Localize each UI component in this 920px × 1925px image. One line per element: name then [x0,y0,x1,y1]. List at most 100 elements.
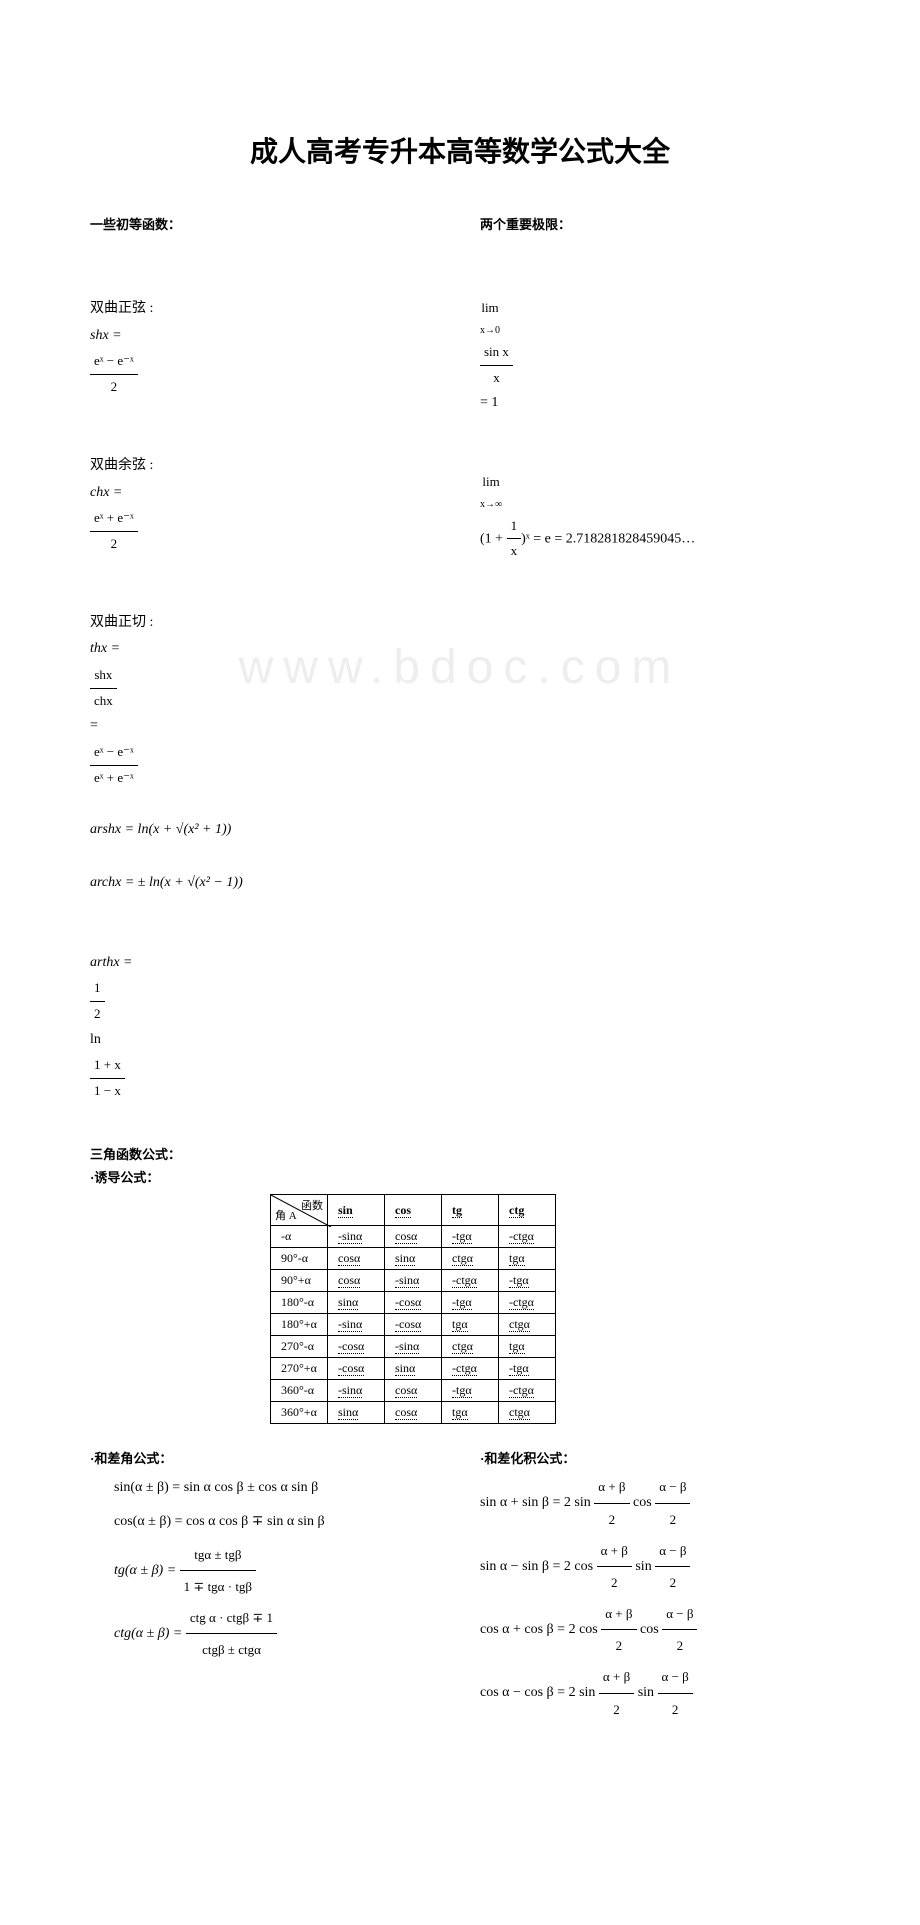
table-row: 90°-αcosαsinαctgαtgα [271,1248,556,1270]
sum-l4-den: ctgβ ± ctgα [186,1634,277,1665]
angle-cell: 90°+α [271,1270,328,1292]
table-row: 360°-α-sinαcosα-tgα-ctgα [271,1380,556,1402]
sum-l3-num: tgα ± tgβ [180,1539,256,1571]
lim2-tail: )ˣ = e = 2.718281828459045… [521,531,695,546]
value-cell: -tgα [442,1226,499,1248]
r2-f2n: α − β [655,1535,690,1567]
r3-f2d: 2 [662,1630,697,1661]
col-cos: cos [385,1195,442,1226]
value-cell: sinα [385,1248,442,1270]
value-cell: -sinα [328,1380,385,1402]
r4-sin: sin [638,1685,654,1700]
ch-label: 双曲余弦 : [90,458,153,473]
value-cell: tgα [442,1402,499,1424]
ch-num: eˣ + e⁻ˣ [90,506,138,532]
value-cell: cosα [328,1248,385,1270]
value-cell: -cosα [385,1292,442,1314]
page-title: 成人高考专升本高等数学公式大全 [90,130,830,170]
value-cell: cosα [385,1402,442,1424]
table-row: 90°+αcosα-sinα-ctgα-tgα [271,1270,556,1292]
lim2-num: 1 [507,514,522,540]
value-cell: ctgα [442,1248,499,1270]
sh-num: eˣ − e⁻ˣ [90,349,138,375]
sum-formulas: sin(α ± β) = sin α cos β ± cos α sin β c… [90,1471,440,1665]
value-cell: -ctgα [442,1270,499,1292]
arth-num: 1 + x [90,1053,125,1079]
value-cell: -sinα [328,1226,385,1248]
lim2-top: lim [480,470,502,495]
heading-limits: 两个重要极限： [480,214,830,233]
sum-l4-lhs: ctg(α ± β) = [114,1626,182,1641]
th-den1: chx [90,689,117,714]
r1-cos: cos [633,1495,652,1510]
arth-den: 1 − x [90,1079,125,1104]
value-cell: -sinα [385,1336,442,1358]
lim2-sub: x→∞ [480,495,502,514]
th-den2: eˣ + e⁻ˣ [90,766,138,791]
value-cell: tgα [499,1336,556,1358]
lim2-body: (1 + [480,531,507,546]
r2-sin: sin [635,1559,651,1574]
value-cell: -tgα [499,1270,556,1292]
value-cell: -cosα [385,1314,442,1336]
heading-induction: ·诱导公式： [90,1167,830,1186]
arth-coef-num: 1 [90,976,105,1002]
value-cell: -sinα [328,1314,385,1336]
col-sin: sin [328,1195,385,1226]
value-cell: cosα [328,1270,385,1292]
sum-l3-lhs: tg(α ± β) = [114,1562,176,1577]
r3-f1d: 2 [601,1630,636,1661]
sh-label: 双曲正弦 : [90,301,153,316]
arsh-formula: arshx = ln(x + √(x² + 1)) [90,817,440,844]
value-cell: -ctgα [499,1380,556,1402]
table-row: 270°-α-cosα-sinαctgαtgα [271,1336,556,1358]
value-cell: sinα [328,1402,385,1424]
th-num1: shx [90,663,117,689]
angle-cell: 360°-α [271,1380,328,1402]
lim1-top: lim [480,296,500,321]
table-row: 180°-αsinα-cosα-tgα-ctgα [271,1292,556,1314]
arth-lhs: arthx = [90,955,133,970]
col-tg: tg [442,1195,499,1226]
angle-cell: 180°+α [271,1314,328,1336]
sum-line2: cos(α ± β) = cos α cos β ∓ sin α sin β [114,1505,440,1539]
th-eq: = [90,718,98,733]
th-num2: eˣ − e⁻ˣ [90,740,138,766]
corner-top: 函数 [301,1197,323,1213]
value-cell: -cosα [328,1358,385,1380]
lim1-sub: x→0 [480,321,500,340]
corner-bot: 角 A [275,1207,297,1223]
th-lhs: thx = [90,641,120,656]
value-cell: ctgα [499,1314,556,1336]
value-cell: -ctgα [442,1358,499,1380]
r1-f1d: 2 [594,1504,629,1535]
lim1-eq: = 1 [480,395,498,410]
value-cell: -ctgα [499,1226,556,1248]
induction-table: 函数 角 A sin cos tg ctg -α-sinαcosα-tgα-ct… [270,1194,556,1424]
r4-f1n: α + β [599,1661,634,1693]
limits-formulas: limx→0 sin xx = 1 limx→∞ (1 + 1x)ˣ = e =… [480,243,830,591]
table-row: 180°+α-sinα-cosαtgαctgα [271,1314,556,1336]
heading-sum: ·和差角公式： [90,1448,440,1467]
table-row: -α-sinαcosα-tgα-ctgα [271,1226,556,1248]
table-corner: 函数 角 A [271,1195,328,1226]
value-cell: -sinα [385,1270,442,1292]
value-cell: -tgα [442,1292,499,1314]
value-cell: -tgα [442,1380,499,1402]
sum-l3-den: 1 ∓ tgα · tgβ [180,1571,256,1602]
angle-cell: 270°+α [271,1358,328,1380]
value-cell: -tgα [499,1358,556,1380]
sh-lhs: shx = [90,328,122,343]
prod-r4-lhs: cos α − cos β = 2 sin [480,1685,595,1700]
angle-cell: -α [271,1226,328,1248]
value-cell: tgα [442,1314,499,1336]
lim1-num: sin x [480,340,513,366]
ch-den: 2 [90,532,138,557]
r2-f2d: 2 [655,1567,690,1598]
r1-f2n: α − β [655,1471,690,1503]
prod-r2-lhs: sin α − sin β = 2 cos [480,1559,593,1574]
r1-f2d: 2 [655,1504,690,1535]
prod-formulas: sin α + sin β = 2 sin α + β2 cos α − β2 … [480,1471,830,1725]
value-cell: -cosα [328,1336,385,1358]
r2-f1d: 2 [597,1567,632,1598]
